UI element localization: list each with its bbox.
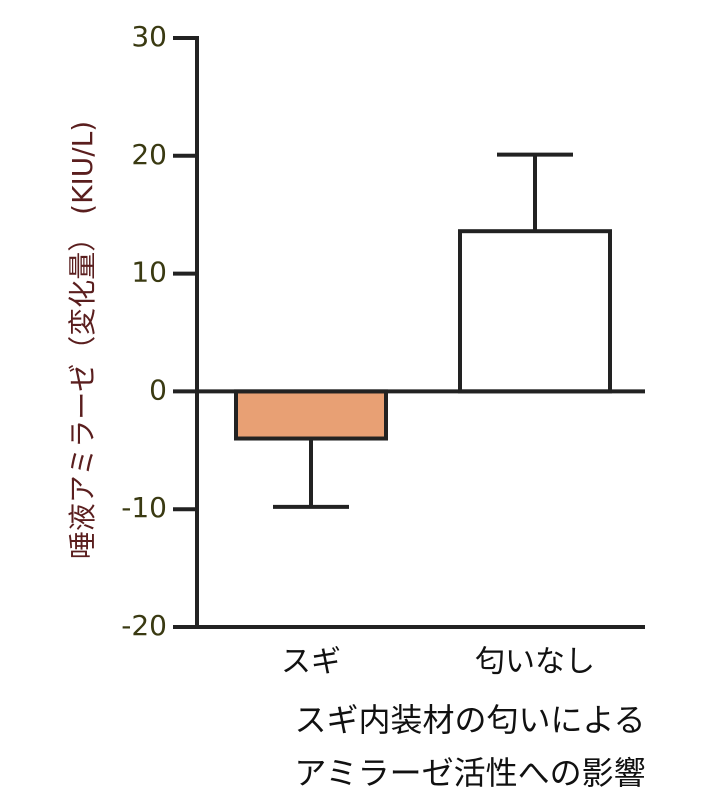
bar	[458, 229, 612, 394]
y-tick-label: 0	[149, 373, 167, 406]
y-tick-label: 20	[131, 138, 167, 171]
y-tick-label: 10	[131, 256, 167, 289]
y-axis-label: 唾液アミラーゼ（変化量） (KIU/L)	[66, 121, 99, 559]
y-tick-label: -20	[121, 609, 167, 642]
bar	[234, 389, 388, 441]
y-tick-label: 30	[131, 20, 167, 53]
x-tick-label: 匂いなし	[475, 645, 595, 680]
chart-title: アミラーゼ活性への影響	[294, 754, 645, 792]
chart-title: スギ内装材の匂いによる	[294, 701, 645, 739]
y-tick-label: -10	[121, 491, 167, 524]
x-tick-label: スギ	[281, 645, 341, 680]
